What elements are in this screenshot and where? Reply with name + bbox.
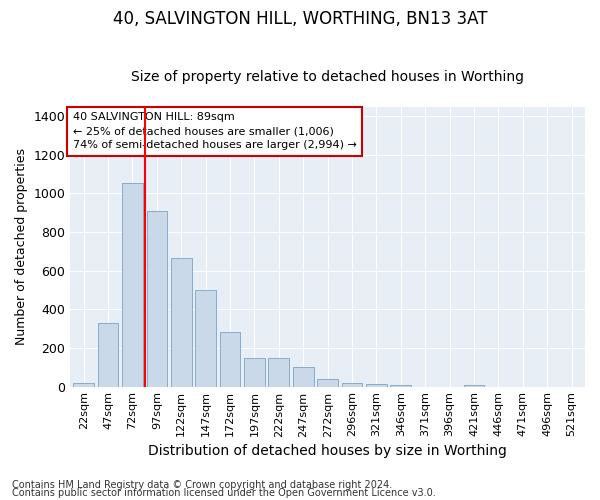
Text: Contains public sector information licensed under the Open Government Licence v3: Contains public sector information licen… — [12, 488, 436, 498]
Y-axis label: Number of detached properties: Number of detached properties — [15, 148, 28, 345]
Bar — [268, 358, 289, 386]
Title: Size of property relative to detached houses in Worthing: Size of property relative to detached ho… — [131, 70, 524, 85]
Text: 40, SALVINGTON HILL, WORTHING, BN13 3AT: 40, SALVINGTON HILL, WORTHING, BN13 3AT — [113, 10, 487, 28]
Bar — [122, 183, 143, 386]
Bar — [341, 382, 362, 386]
Bar — [98, 323, 118, 386]
Text: 40 SALVINGTON HILL: 89sqm
← 25% of detached houses are smaller (1,006)
74% of se: 40 SALVINGTON HILL: 89sqm ← 25% of detac… — [73, 112, 357, 150]
Bar — [244, 358, 265, 386]
Bar — [73, 383, 94, 386]
Bar — [317, 379, 338, 386]
Text: Contains HM Land Registry data © Crown copyright and database right 2024.: Contains HM Land Registry data © Crown c… — [12, 480, 392, 490]
Bar — [146, 211, 167, 386]
Bar — [171, 258, 191, 386]
X-axis label: Distribution of detached houses by size in Worthing: Distribution of detached houses by size … — [148, 444, 507, 458]
Bar — [366, 384, 387, 386]
Bar — [293, 368, 314, 386]
Bar — [391, 384, 411, 386]
Bar — [464, 384, 484, 386]
Bar — [196, 290, 216, 386]
Bar — [220, 332, 241, 386]
